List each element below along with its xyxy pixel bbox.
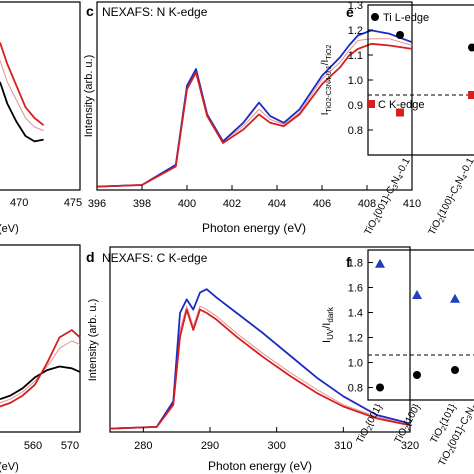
- x-tick-label: 560: [24, 440, 42, 452]
- data-point: [451, 366, 459, 374]
- legend-marker: [371, 13, 379, 21]
- series-line: [109, 288, 411, 430]
- data-point: [468, 43, 474, 52]
- data-point: [396, 31, 404, 39]
- panel-left-bottom: 560 570 (eV): [0, 244, 81, 473]
- x-tick-label: 310: [334, 440, 352, 452]
- x-axis-label: Photon energy (eV): [208, 459, 312, 473]
- panel-letter: d: [86, 249, 95, 265]
- panel-c: c NEXAFS: N K-edge 396 398 400 402 404 406 408…: [83, 1, 421, 235]
- series-line: [0, 60, 44, 132]
- legend-label: Ti L-edge: [383, 12, 429, 24]
- axes-frame: [367, 249, 474, 401]
- axes-frame: [367, 4, 474, 156]
- series-line: [0, 42, 45, 126]
- series-line: [0, 81, 44, 143]
- data-point: [468, 91, 474, 99]
- panel-title: NEXAFS: N K-edge: [102, 5, 208, 19]
- x-tick-label: 408: [358, 198, 376, 210]
- data-point: [450, 293, 460, 303]
- x-tick-label: 398: [133, 198, 151, 210]
- panel-letter: f: [346, 254, 351, 270]
- x-ticks-c: 396 398 400 402 404 406 408 410: [88, 185, 421, 210]
- series-line: [109, 305, 411, 430]
- y-tick-label: 0.9: [348, 100, 363, 112]
- y-tick-label: 1.4: [348, 308, 363, 320]
- axes-frame: [0, 1, 81, 191]
- y-tick-label: 1.1: [348, 50, 363, 62]
- data-point: [375, 258, 385, 268]
- panel-letter: e: [346, 4, 354, 20]
- y-ticks-f: 0.8 1.0 1.2 1.4 1.6 1.8: [348, 258, 373, 395]
- points-e: [396, 31, 474, 117]
- x-tick-label: 400: [178, 198, 196, 210]
- series-line: [96, 38, 413, 188]
- x-tick-label: 475: [64, 197, 82, 209]
- x-tick-label: 300: [267, 440, 285, 452]
- x-axis-label: Photon energy (eV): [202, 221, 306, 235]
- panel-f: f 0.8 1.0 1.2 1.4 1.6 1.8 IUV/Idark TiO2{001}…: [321, 249, 474, 468]
- series-line: [96, 29, 413, 188]
- panel-title: NEXAFS: C K-edge: [102, 251, 208, 265]
- series-line: [0, 329, 81, 408]
- data-point: [412, 290, 422, 299]
- legend-marker: [367, 100, 375, 108]
- series-line: [109, 308, 411, 430]
- category-label: TiO2{100}-C3N4-0.1: [427, 156, 474, 238]
- x-tick-label: 402: [223, 198, 241, 210]
- axes-frame: [96, 1, 413, 191]
- y-tick-label: 0.8: [348, 125, 363, 137]
- series-line: [0, 365, 81, 401]
- x-tick-label: 280: [134, 440, 152, 452]
- y-tick-label: 1.8: [348, 258, 363, 270]
- axes-frame: [0, 244, 81, 433]
- x-tick-label: 290: [201, 440, 219, 452]
- axes-frame: [109, 246, 411, 433]
- plot-area-c: [96, 29, 413, 188]
- panel-d: d NEXAFS: C K-edge 280 290 300 310 320 Photo…: [86, 246, 419, 473]
- x-ticks-d: 280 290 300 310 320: [134, 427, 419, 452]
- y-tick-label: 1.2: [348, 25, 363, 37]
- data-point: [396, 108, 404, 117]
- points-f: [375, 258, 460, 392]
- y-axis-label: Intensity (arb. u.): [87, 299, 99, 382]
- plot-area-left-top: [0, 42, 45, 143]
- y-tick-label: 1.0: [348, 358, 363, 370]
- y-axis-label: IUV/Idark: [321, 306, 335, 343]
- x-tick-label: 320: [401, 440, 419, 452]
- x-tick-label: 396: [88, 198, 106, 210]
- data-point: [413, 371, 421, 379]
- y-tick-label: 1.6: [348, 283, 363, 295]
- x-tick-label: 570: [61, 440, 79, 452]
- y-tick-label: 0.8: [348, 383, 363, 395]
- category-label: TiO2{001}: [355, 402, 386, 446]
- y-ticks-e: 0.8 0.9 1.0 1.1 1.2 1.3: [348, 0, 373, 137]
- x-tick-label: 404: [268, 198, 286, 210]
- x-axis-label: (eV): [0, 461, 19, 473]
- y-tick-label: 1.0: [348, 75, 363, 87]
- y-axis-label: Intensity (arb. u.): [83, 55, 95, 138]
- x-tick-label: 406: [313, 198, 331, 210]
- panel-e: e 0.80.91.01.11.21.3 Ti L-edge C K-edge …: [320, 0, 474, 238]
- y-tick-label: 1.2: [348, 333, 363, 345]
- y-tick-label: 1.3: [348, 0, 363, 12]
- plot-area-left-bottom: [0, 329, 81, 408]
- x-tick-label: 470: [10, 197, 28, 209]
- series-line: [96, 42, 413, 188]
- x-tick-label: 410: [403, 198, 421, 210]
- plot-area-d: [109, 288, 411, 430]
- panel-left-top: 470 475 (eV): [0, 1, 82, 235]
- legend-label: C K-edge: [378, 99, 424, 111]
- category-label: TiO2{001}-C3N4-0.1: [363, 156, 414, 238]
- data-point: [376, 383, 384, 392]
- x-axis-label: (eV): [0, 223, 19, 235]
- panel-letter: c: [86, 3, 94, 19]
